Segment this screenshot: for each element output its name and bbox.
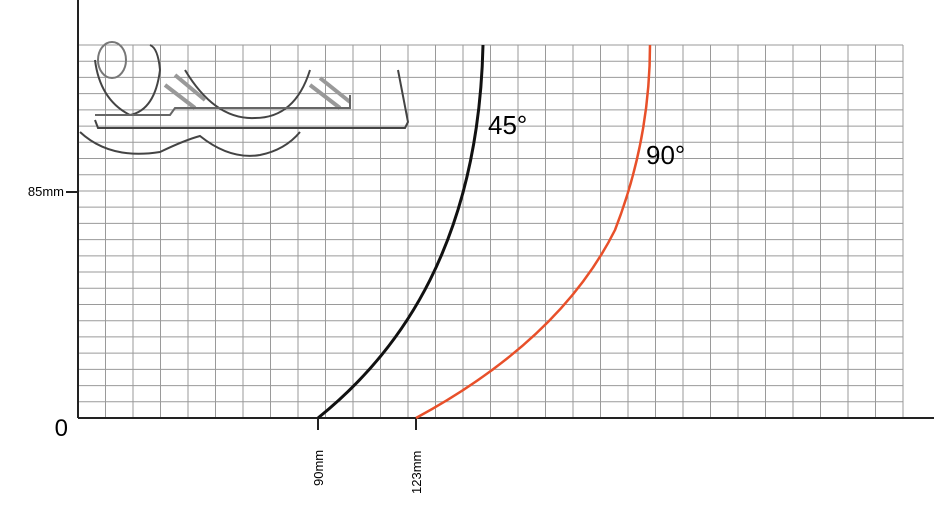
curve-45 — [317, 44, 485, 420]
saw-outline — [79, 41, 410, 157]
curve-label: 90° — [646, 140, 685, 170]
curve-90 — [415, 44, 652, 420]
curve-label: 45° — [488, 110, 527, 140]
origin-label: 0 — [55, 415, 68, 442]
grid — [77, 44, 904, 419]
x-label: 123mm — [409, 451, 424, 494]
x-label: 90mm — [311, 450, 326, 486]
y-label: 85mm — [28, 184, 64, 199]
